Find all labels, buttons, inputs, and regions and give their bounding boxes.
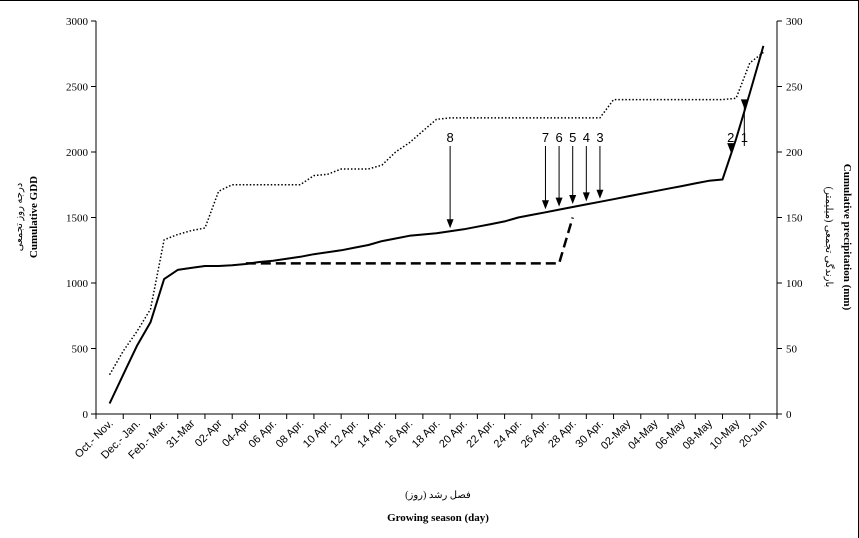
series-line-solid: [108, 45, 765, 404]
marker-arrow-head: [727, 143, 735, 153]
x-tick-label: 08 Apr.: [274, 418, 307, 451]
right-y-tick-label: 100: [786, 278, 803, 290]
x-tick-label: 22 Apr.: [464, 418, 497, 451]
x-tick-label: 06 Apr.: [246, 418, 279, 451]
series-line-dashed: [245, 217, 574, 265]
y2-axis-title-fa: بارندگی تجمعی (میلیمتر): [823, 187, 835, 288]
x-tick-label: 20 Apr.: [437, 418, 470, 451]
right-y-tick-label: 150: [786, 213, 803, 225]
x-axis-title: Growing season (day): [387, 512, 489, 524]
right-y-tick-label: 0: [786, 409, 792, 421]
x-tick-label: 18 Apr.: [410, 418, 443, 451]
y-axis-title: Cumulative GDD: [28, 176, 40, 258]
marker-label: 7: [542, 130, 549, 145]
right-y-tick-label: 50: [786, 344, 798, 356]
left-y-ticks: 0 500 1000 1500 2000 2500 3000: [66, 16, 96, 421]
right-y-ticks: 0 50 100 150 200 250 300: [777, 16, 803, 421]
marker-arrow-head: [582, 192, 590, 202]
y-axis-title-fa: درجه روز تجمعی: [14, 183, 25, 252]
left-y-tick-label: 1000: [66, 278, 89, 290]
x-tick-label: 02-Apr: [193, 417, 225, 449]
right-y-tick-label: 250: [786, 82, 803, 94]
marker-arrow-head: [569, 195, 577, 205]
left-y-tick-label: 500: [72, 344, 89, 356]
x-tick-label: 12 Apr.: [328, 418, 361, 451]
x-tick-label: 14 Apr.: [355, 418, 388, 451]
left-y-tick-label: 1500: [66, 213, 89, 225]
marker-label: 1: [741, 130, 748, 145]
left-y-tick-label: 2500: [66, 82, 89, 94]
x-tick-label: 16 Apr.: [383, 418, 416, 451]
x-tick-label: 28 Apr.: [546, 418, 579, 451]
left-y-tick-label: 2000: [66, 147, 89, 159]
marker-arrow-head: [740, 99, 748, 109]
x-tick-label: 24 Apr.: [492, 418, 525, 451]
marker-arrow-head: [541, 200, 549, 210]
x-tick-label: 20-Jun: [737, 418, 769, 450]
right-y-tick-label: 300: [786, 16, 803, 28]
marker-arrow-head: [555, 197, 563, 207]
plot-area: [95, 21, 778, 415]
right-y-tick-label: 200: [786, 147, 803, 159]
marker-arrow-head: [596, 189, 604, 199]
series-line-dotted: [108, 51, 764, 376]
left-y-tick-label: 3000: [66, 16, 89, 28]
marker-arrow-head: [446, 219, 454, 229]
marker-label: 6: [555, 130, 562, 145]
x-ticks: Oct.- Nov.Dec.- Jan.Feb.- Mar.31-Mar02-A…: [73, 414, 778, 462]
marker-label: 4: [583, 130, 590, 145]
series-group: [108, 45, 765, 404]
x-tick-label: 04-Apr: [220, 417, 252, 449]
y2-axis-title: Cumulative precipitation (mm): [841, 164, 853, 311]
x-tick-label: 10-May: [708, 417, 743, 452]
x-tick-label: 10 Apr.: [301, 418, 334, 451]
marker-label: 2: [727, 130, 734, 145]
left-y-tick-label: 0: [83, 409, 89, 421]
marker-label: 5: [569, 130, 576, 145]
x-axis-title-fa: فصل رشد (روز): [405, 490, 471, 501]
x-tick-label: 26 Apr.: [519, 418, 552, 451]
marker-label: 3: [596, 130, 603, 145]
x-tick-label: 31-Mar: [164, 417, 197, 450]
marker-label: 8: [447, 130, 454, 145]
